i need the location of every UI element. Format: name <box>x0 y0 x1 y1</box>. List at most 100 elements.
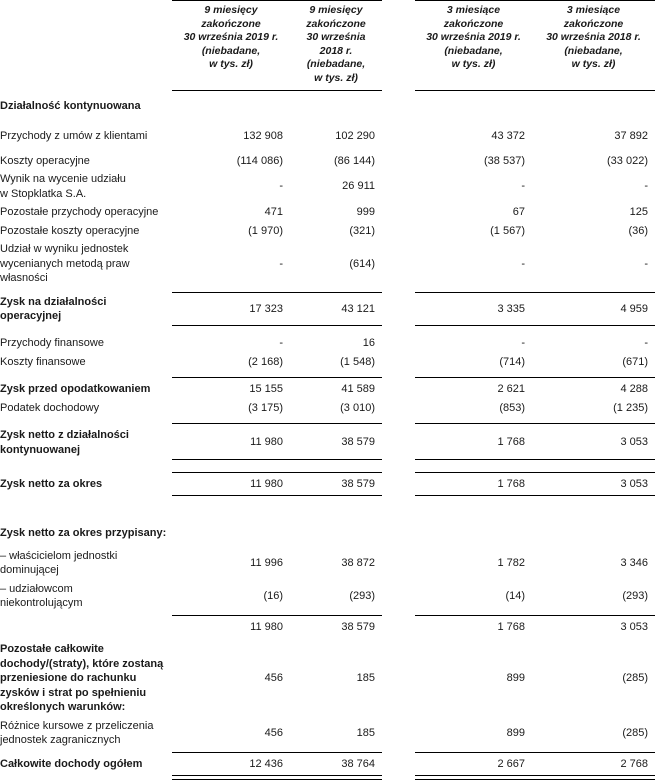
row-label-stopklatka-valuation: Wynik na wycenie udziału w Stopklatka S.… <box>0 173 126 200</box>
cell-other-op-income-m9-2019: 471 <box>264 206 283 219</box>
rule-above-net-continuing <box>0 423 655 425</box>
row-label-fx-translation: Różnice kursowe z przeliczenia jednostek… <box>0 719 154 747</box>
table-row-total-comprehensive-income: Całkowite dochody ogółem 12 436 38 764 2… <box>0 755 655 774</box>
cell-pretax-m9-2019: 15 155 <box>249 383 283 396</box>
row-label-other-operating-income: Pozostałe przychody operacyjne <box>0 206 159 219</box>
table-row-revenue: Przychody z umów z klientami 132 908 102… <box>0 127 655 146</box>
cell-stopklatka-m3-2019: - <box>521 180 525 193</box>
cell-oci-m9-2018: 185 <box>356 672 375 685</box>
row-label-attributable-heading: Zysk netto za okres przypisany: <box>0 527 167 540</box>
cell-fx-m9-2018: 185 <box>356 726 375 739</box>
table-row-operating-profit: Zysk na działalności operacyjnej 17 323 … <box>0 293 655 326</box>
cell-attr-total-m9-2018: 38 579 <box>341 620 375 633</box>
cell-other-op-costs-m3-2018: (36) <box>628 224 648 237</box>
cell-stopklatka-m3-2018: - <box>644 180 648 193</box>
rule-below-net-period <box>0 495 655 497</box>
cell-other-op-costs-m9-2018: (321) <box>349 224 375 237</box>
cell-opex-m3-2018: (33 022) <box>607 154 648 167</box>
table-row-net-profit-period: Zysk netto za okres 11 980 38 579 1 768 … <box>0 475 655 494</box>
cell-fin-income-m9-2018: 16 <box>362 337 375 350</box>
column-header-m3-2019: 3 miesiące zakończone 30 września 2019 r… <box>426 4 521 71</box>
rule-above-pretax-profit <box>0 377 655 379</box>
cell-fin-income-m3-2018: - <box>644 337 648 350</box>
cell-total-comprehensive-m3-2019: 2 667 <box>497 757 525 770</box>
cell-operating-profit-m9-2018: 43 121 <box>341 302 375 315</box>
row-label-oci-reclassifiable: Pozostałe całkowite dochody/(straty), kt… <box>0 643 164 714</box>
cell-income-tax-m9-2019: (3 175) <box>248 401 283 414</box>
column-headers-row: 9 miesięcy zakończone 30 września 2019 r… <box>0 1 655 90</box>
cell-net-period-m9-2019: 11 980 <box>250 477 283 490</box>
row-label-total-comprehensive-income: Całkowite dochody ogółem <box>0 757 143 770</box>
row-label-net-profit-period: Zysk netto za okres <box>0 477 103 490</box>
table-row-attributable-owners: – właścicielom jednostki dominującej 11 … <box>0 547 655 580</box>
cell-fin-costs-m9-2018: (1 548) <box>340 355 375 368</box>
section-heading-row: Działalność kontynuowana <box>0 97 655 116</box>
row-label-operating-profit: Zysk na działalności operacyjnej <box>0 295 107 323</box>
table-row-net-profit-continuing: Zysk netto z działalności kontynuowanej … <box>0 426 655 459</box>
cell-opex-m9-2018: (86 144) <box>334 154 375 167</box>
table-row-operating-costs: Koszty operacyjne (114 086) (86 144) (38… <box>0 152 655 171</box>
row-label-operating-costs: Koszty operacyjne <box>0 154 90 167</box>
cell-other-op-income-m3-2018: 125 <box>629 206 648 219</box>
table-row-income-tax: Podatek dochodowy (3 175) (3 010) (853) … <box>0 399 655 418</box>
cell-other-op-costs-m9-2019: (1 970) <box>248 224 283 237</box>
cell-opex-m9-2019: (114 086) <box>236 154 283 167</box>
cell-attr-total-m9-2019: 11 980 <box>250 620 283 633</box>
cell-equity-method-m9-2019: - <box>279 257 283 270</box>
table-row-oci-reclassifiable: Pozostałe całkowite dochody/(straty), kt… <box>0 640 655 717</box>
header-rule-top <box>0 0 655 1</box>
cell-attr-owners-m9-2019: 11 996 <box>250 556 283 569</box>
cell-fx-m9-2019: 456 <box>264 726 283 739</box>
cell-attr-owners-m3-2019: 1 782 <box>497 556 525 569</box>
cell-other-op-costs-m3-2019: (1 567) <box>490 224 525 237</box>
table-row-equity-method-result: Udział w wyniku jednostek wycenianych me… <box>0 240 655 288</box>
column-header-m3-2018: 3 miesiące zakończone 30 września 2018 r… <box>546 4 641 71</box>
cell-fin-income-m3-2019: - <box>521 337 525 350</box>
column-header-m9-2019: 9 miesięcy zakończone 30 września 2019 r… <box>183 4 279 71</box>
cell-equity-method-m3-2019: - <box>521 257 525 270</box>
cell-net-period-m3-2019: 1 768 <box>497 477 525 490</box>
cell-fin-income-m9-2019: - <box>279 337 283 350</box>
cell-fx-m3-2019: 899 <box>506 726 525 739</box>
cell-operating-profit-m3-2019: 3 335 <box>497 302 525 315</box>
rule-above-net-period <box>0 471 655 473</box>
cell-income-tax-m9-2018: (3 010) <box>340 401 375 414</box>
cell-attr-owners-m3-2018: 3 346 <box>620 556 648 569</box>
header-rule-bottom <box>0 89 655 91</box>
cell-oci-m3-2019: 899 <box>506 672 525 685</box>
cell-pretax-m3-2018: 4 288 <box>620 383 648 396</box>
cell-net-continuing-m9-2019: 11 980 <box>250 436 283 449</box>
cell-attr-nci-m9-2019: (16) <box>263 589 283 602</box>
cell-income-tax-m3-2019: (853) <box>499 401 525 414</box>
cell-fx-m3-2018: (285) <box>622 726 648 739</box>
table-row-fx-translation: Różnice kursowe z przeliczenia jednostek… <box>0 717 655 750</box>
cell-oci-m3-2018: (285) <box>622 672 648 685</box>
table-row-attributable-total: 11 980 38 579 1 768 3 053 <box>0 618 655 637</box>
cell-net-period-m9-2018: 38 579 <box>341 477 375 490</box>
cell-other-op-income-m3-2019: 67 <box>512 206 525 219</box>
row-label-equity-method-result: Udział w wyniku jednostek wycenianych me… <box>0 243 130 285</box>
cell-revenue-m9-2018: 102 290 <box>335 130 375 143</box>
row-label-profit-before-tax: Zysk przed opodatkowaniem <box>0 383 151 396</box>
cell-net-period-m3-2018: 3 053 <box>620 477 648 490</box>
table-row-attributable-heading: Zysk netto za okres przypisany: <box>0 524 655 543</box>
table-row-other-operating-income: Pozostałe przychody operacyjne 471 999 6… <box>0 203 655 222</box>
cell-opex-m3-2019: (38 537) <box>484 154 525 167</box>
header-label-spacer <box>0 1 172 90</box>
row-label-financial-costs: Koszty finansowe <box>0 355 86 368</box>
cell-equity-method-m3-2018: - <box>644 257 648 270</box>
row-label-revenue: Przychody z umów z klientami <box>0 130 148 143</box>
rule-above-attributable-total <box>0 614 655 616</box>
table-row-financial-income: Przychody finansowe - 16 - - <box>0 334 655 353</box>
table-row-financial-costs: Koszty finansowe (2 168) (1 548) (714) (… <box>0 353 655 372</box>
table-row-profit-before-tax: Zysk przed opodatkowaniem 15 155 41 589 … <box>0 380 655 399</box>
cell-oci-m9-2019: 456 <box>264 672 283 685</box>
cell-revenue-m3-2018: 37 892 <box>614 130 648 143</box>
cell-total-comprehensive-m3-2018: 2 768 <box>620 757 648 770</box>
row-label-attributable-nci: – udziałowcom niekontrolującym <box>0 582 83 610</box>
row-label-financial-income: Przychody finansowe <box>0 337 104 350</box>
row-label-income-tax: Podatek dochodowy <box>0 401 100 414</box>
section-heading-continuing-operations: Działalność kontynuowana <box>0 99 141 112</box>
cell-attr-owners-m9-2018: 38 872 <box>341 556 375 569</box>
